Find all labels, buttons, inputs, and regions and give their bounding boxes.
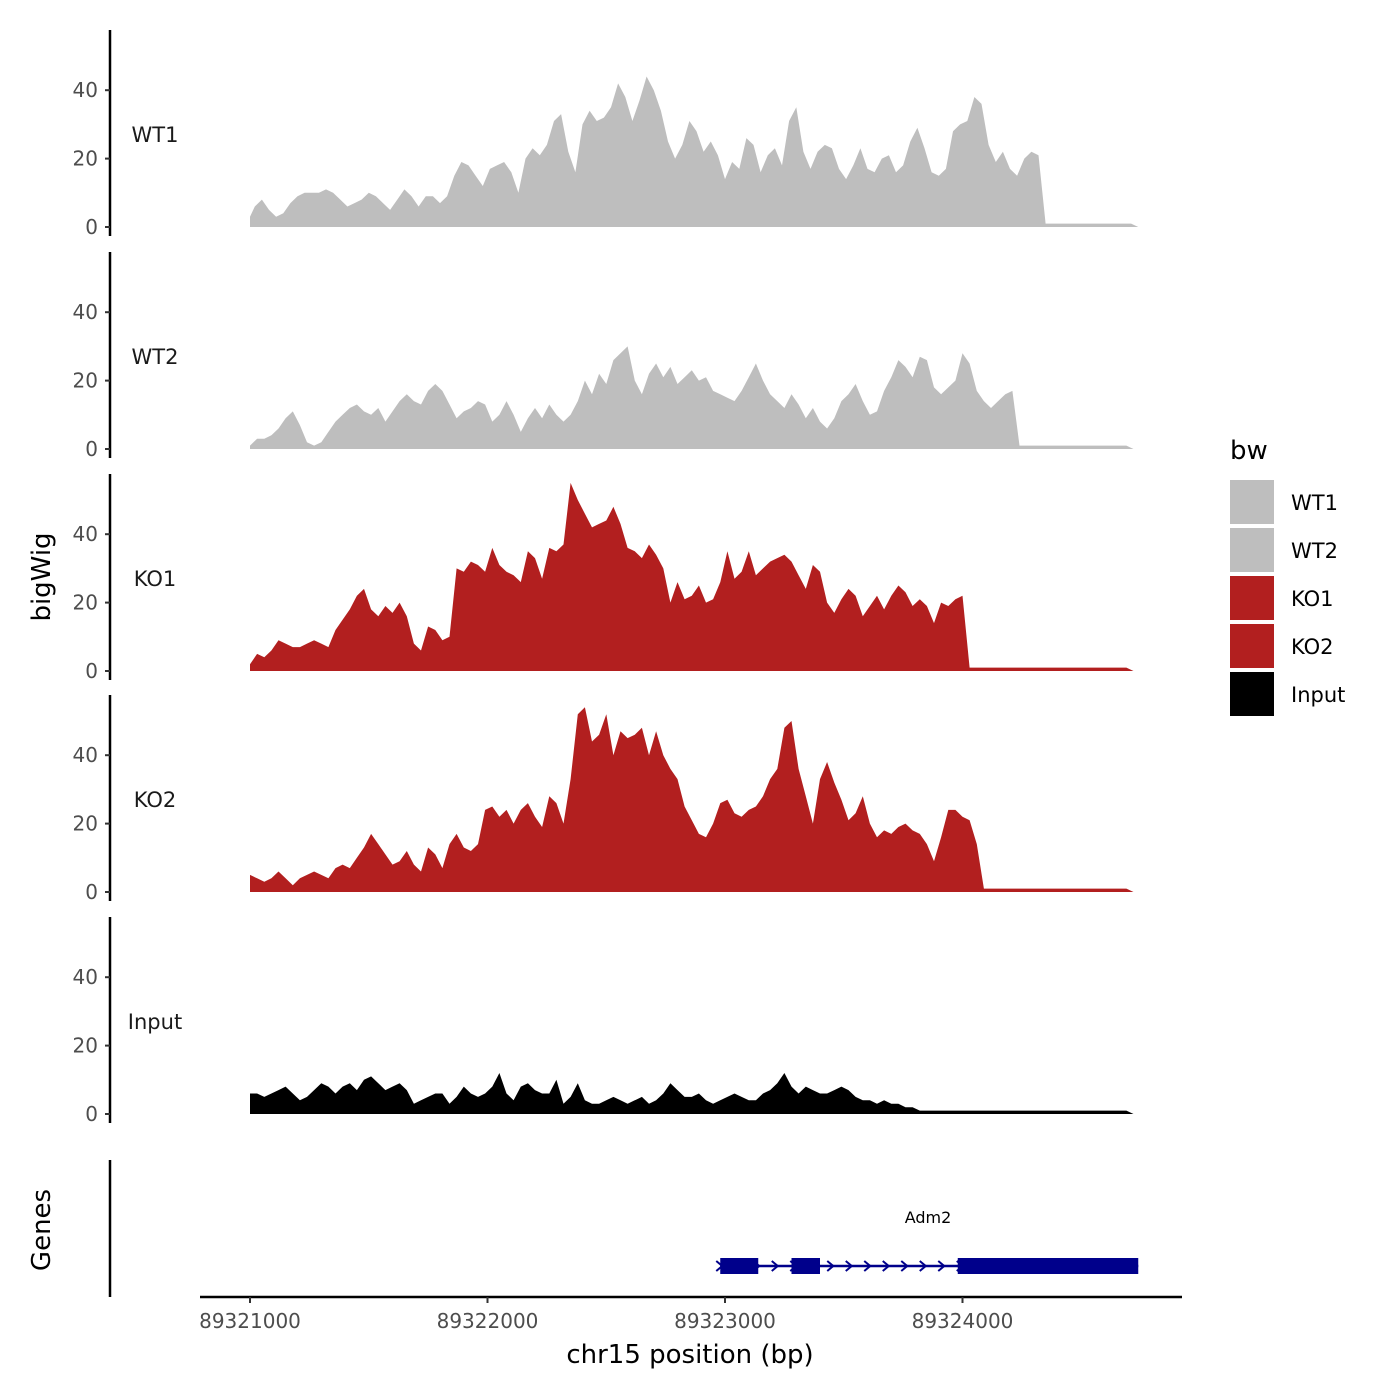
gene-track: Adm2 — [108, 1160, 1139, 1297]
legend-label-wt1: WT1 — [1291, 491, 1338, 515]
y-tick-label-input-20: 20 — [73, 1034, 98, 1058]
strand-chevron — [826, 1260, 835, 1272]
y-tick-label-wt2-20: 20 — [73, 369, 98, 393]
gene-track-title: Genes — [27, 1189, 57, 1271]
track-label-wt2: WT2 — [132, 345, 179, 369]
legend-key-wt1 — [1230, 480, 1274, 524]
legend-label-input: Input — [1291, 683, 1345, 707]
strand-chevron — [771, 1260, 780, 1272]
track-input: 0 20 40 Input — [73, 917, 1134, 1126]
area-wt1 — [250, 76, 1139, 227]
x-tick-label-3: 89324000 — [912, 1309, 1014, 1333]
y-axis-title: bigWig — [27, 532, 57, 621]
y-tick-label-ko2-20: 20 — [73, 812, 98, 836]
legend-key-ko1 — [1230, 576, 1274, 620]
area-wt2 — [250, 346, 1134, 449]
strand-chevron — [863, 1260, 872, 1272]
legend-key-wt2 — [1230, 528, 1274, 572]
track-ko1: 0 20 40 KO1 — [73, 474, 1134, 683]
legend-key-ko2 — [1230, 624, 1274, 668]
y-tick-label-wt2-0: 0 — [85, 437, 98, 461]
area-input — [250, 1073, 1134, 1114]
x-axis: 89321000 89322000 89323000 89324000 — [199, 1295, 1182, 1333]
track-ko2: 0 20 40 KO2 — [73, 695, 1134, 904]
y-tick-label-wt2-40: 40 — [73, 300, 98, 324]
y-tick-label-ko1-20: 20 — [73, 591, 98, 615]
y-tick-label-input-40: 40 — [73, 965, 98, 989]
y-tick-label-ko1-0: 0 — [85, 659, 98, 683]
legend-label-wt2: WT2 — [1291, 539, 1338, 563]
gene-adm2: Adm2 — [715, 1208, 1139, 1274]
track-panels: 0 20 40 WT1 0 20 40 WT2 0 20 40 KO1 0 20 40 KO2 0 20 40 Inp… — [73, 30, 1139, 1126]
track-label-ko1: KO1 — [134, 567, 177, 591]
gene-exon-1 — [720, 1258, 759, 1274]
strand-chevron — [937, 1260, 946, 1272]
strand-chevron — [845, 1260, 854, 1272]
gene-exon-3 — [957, 1258, 1139, 1274]
strand-chevron — [882, 1260, 891, 1272]
y-tick-label-ko2-40: 40 — [73, 743, 98, 767]
area-ko2 — [250, 707, 1134, 892]
track-wt2: 0 20 40 WT2 — [73, 252, 1134, 461]
track-label-input: Input — [128, 1010, 182, 1034]
legend: bw WT1 WT2 KO1 KO2 Input — [1230, 436, 1345, 716]
x-tick-label-1: 89322000 — [437, 1309, 539, 1333]
x-tick-label-2: 89323000 — [674, 1309, 776, 1333]
y-tick-label-wt1-20: 20 — [73, 147, 98, 171]
y-tick-label-ko2-0: 0 — [85, 880, 98, 904]
track-label-wt1: WT1 — [132, 123, 179, 147]
y-tick-label-wt1-40: 40 — [73, 78, 98, 102]
legend-key-input — [1230, 672, 1274, 716]
track-label-ko2: KO2 — [134, 788, 177, 812]
gene-exon-2 — [791, 1258, 820, 1274]
legend-label-ko1: KO1 — [1291, 587, 1334, 611]
y-tick-label-ko1-40: 40 — [73, 522, 98, 546]
y-tick-label-wt1-0: 0 — [85, 215, 98, 239]
track-wt1: 0 20 40 WT1 — [73, 30, 1139, 239]
strand-chevron — [900, 1260, 909, 1272]
gene-label-adm2: Adm2 — [905, 1208, 952, 1227]
strand-chevron — [919, 1260, 928, 1272]
legend-label-ko2: KO2 — [1291, 635, 1334, 659]
area-ko1 — [250, 482, 1134, 671]
x-tick-label-0: 89321000 — [199, 1309, 301, 1333]
y-tick-label-input-0: 0 — [85, 1102, 98, 1126]
legend-title: bw — [1230, 436, 1268, 466]
x-axis-title: chr15 position (bp) — [566, 1340, 813, 1370]
